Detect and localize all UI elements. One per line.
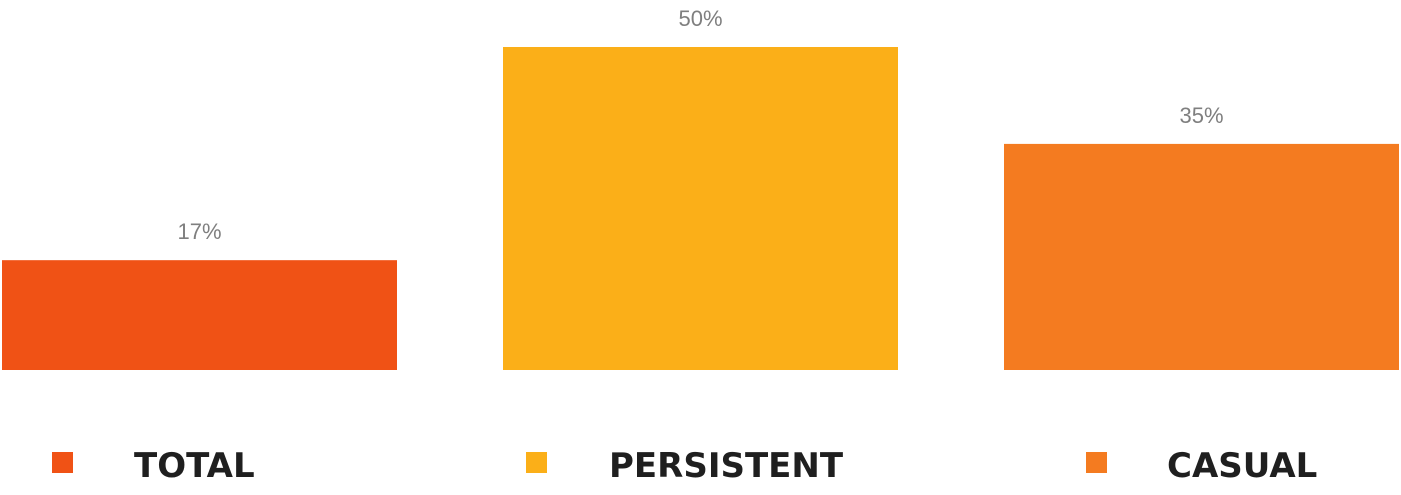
- data-label-persistent: 50%: [678, 6, 722, 31]
- legend-swatch-casual: [1086, 452, 1107, 473]
- bar-total: [2, 260, 397, 370]
- data-label-total: 17%: [177, 219, 221, 244]
- legend-label-total: TOTAL: [134, 446, 255, 486]
- legend-label-casual: CASUAL: [1167, 446, 1317, 486]
- legend-swatch-persistent: [526, 452, 547, 473]
- data-label-casual: 35%: [1179, 103, 1223, 128]
- bars-layer: [2, 47, 1399, 370]
- data-labels-layer: 17% 50% 35%: [177, 6, 1223, 244]
- bar-persistent: [503, 47, 898, 370]
- bar-casual: [1004, 143, 1399, 370]
- legend-label-persistent: PERSISTENT: [609, 446, 844, 486]
- legend-swatch-total: [52, 452, 73, 473]
- legend: TOTAL PERSISTENT CASUAL: [52, 446, 1317, 486]
